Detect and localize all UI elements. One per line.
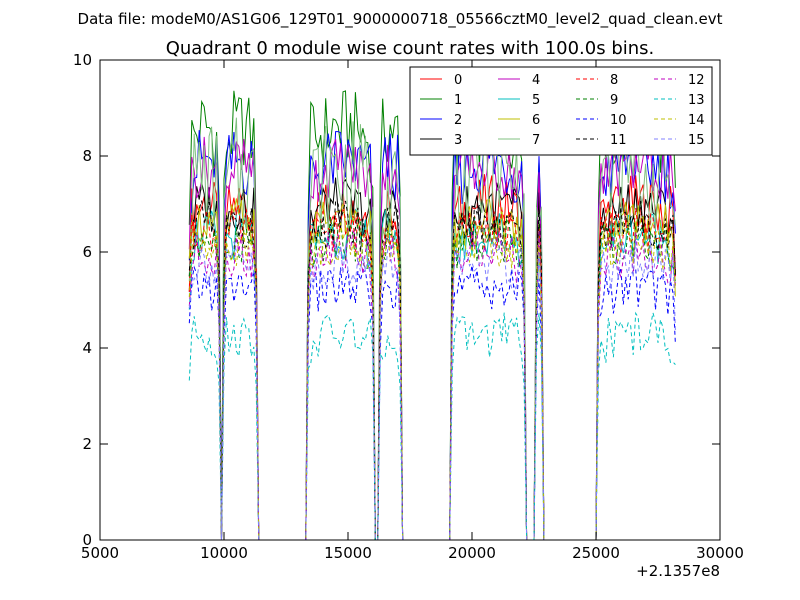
legend-frame — [409, 66, 713, 156]
legend-label-9: 9 — [610, 93, 618, 108]
series-line-10 — [188, 265, 676, 541]
legend-label-1: 1 — [454, 93, 462, 108]
y-tick-label: 8 — [82, 147, 92, 165]
legend-label-10: 10 — [610, 113, 627, 128]
legend-label-6: 6 — [532, 113, 540, 128]
legend-label-14: 14 — [688, 113, 705, 128]
legend-label-0: 0 — [454, 73, 462, 88]
x-tick-label: 20000 — [448, 544, 496, 562]
x-tick-label: 5000 — [81, 544, 119, 562]
chart-supertitle: Data file: modeM0/AS1G06_129T01_90000007… — [78, 10, 723, 29]
x-tick-label: 30000 — [696, 544, 744, 562]
legend-label-15: 15 — [688, 133, 705, 148]
legend-label-7: 7 — [532, 133, 540, 148]
y-tick-label: 0 — [82, 531, 92, 549]
x-tick-label: 15000 — [324, 544, 372, 562]
legend-label-13: 13 — [688, 93, 705, 108]
y-tick-label: 4 — [82, 339, 92, 357]
series-line-13 — [188, 311, 676, 541]
legend-label-5: 5 — [532, 93, 540, 108]
y-tick-label: 6 — [82, 243, 92, 261]
x-offset-label: +2.1357e8 — [636, 562, 720, 580]
series-line-0 — [188, 174, 676, 541]
legend-label-2: 2 — [454, 113, 462, 128]
y-tick-label: 2 — [82, 435, 92, 453]
series-line-15 — [188, 240, 676, 541]
series-line-12 — [188, 229, 676, 541]
y-tick-label: 10 — [73, 51, 92, 69]
plot-frame — [99, 59, 721, 541]
legend-label-8: 8 — [610, 73, 618, 88]
series-line-9 — [188, 216, 676, 541]
chart-title: Quadrant 0 module wise count rates with … — [166, 38, 655, 59]
x-tick-label: 10000 — [200, 544, 248, 562]
legend-label-3: 3 — [454, 133, 462, 148]
series-line-6 — [188, 198, 676, 541]
series-line-5 — [188, 208, 676, 541]
legend-label-4: 4 — [532, 73, 540, 88]
x-tick-label: 25000 — [572, 544, 620, 562]
series-line-4 — [188, 136, 676, 541]
legend-label-12: 12 — [688, 73, 705, 88]
legend-label-11: 11 — [610, 133, 627, 148]
